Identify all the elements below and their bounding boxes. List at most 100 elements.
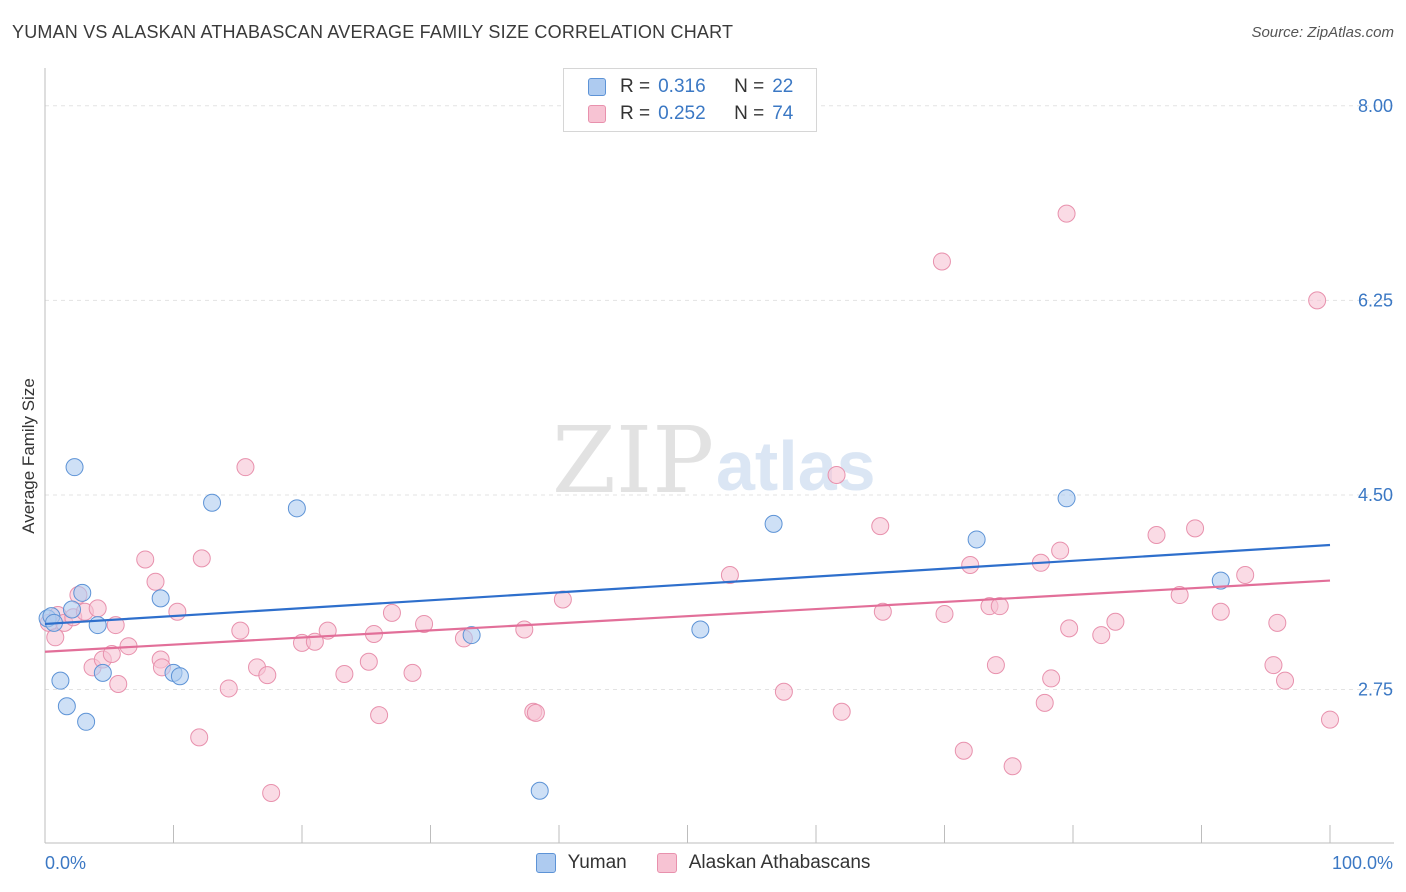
alaskan-point [258,666,277,685]
grid-lines [45,105,1394,691]
alaskan-point [192,549,211,568]
watermark: ZIP atlas [552,407,876,514]
legend-label-yuman: Yuman [567,852,627,873]
yuman-swatch [535,853,556,873]
series-alaskan-points [39,204,1339,802]
alaskan-point [262,783,281,802]
y-tick-label: 4.50 [1358,485,1393,505]
axes [44,68,1394,844]
alaskan-point [1147,525,1166,544]
yuman-point [203,493,222,512]
alaskan-point [720,566,739,585]
alaskan-point [1276,671,1295,690]
alaskan-point [1035,693,1054,712]
legend-item-yuman: Yuman [535,852,627,874]
alaskan-point [1321,710,1339,729]
alaskan-swatch [656,853,677,873]
alaskan-point [954,741,973,760]
source-credit: Source: ZipAtlas.com [1251,24,1394,41]
yuman-point [51,671,70,690]
legend-label-alaskan: Alaskan Athabascans [688,852,871,873]
yuman-point [77,712,96,731]
y-tick-label: 8.00 [1358,96,1393,116]
alaskan-point [219,679,238,698]
series-legend: Yuman Alaskan Athabascans [0,852,1406,874]
alaskan-point [827,465,846,484]
alaskan-point [146,572,165,591]
alaskan-point [403,663,422,682]
alaskan-point [231,621,250,640]
tick-labels: 2.75 4.50 6.25 8.00 0.0% 100.0% [45,96,1393,873]
alaskan-point [1051,541,1070,560]
alaskan-point [102,644,121,663]
alaskan-point [932,252,951,271]
yuman-point [62,600,81,619]
alaskan-point [1264,656,1283,675]
watermark-atlas: atlas [716,427,876,505]
alaskan-point [415,614,434,633]
yuman-point [967,530,986,549]
alaskan-point [832,702,851,721]
alaskan-point [986,656,1005,675]
alaskan-point [1092,626,1111,645]
alaskan-point [1106,612,1125,631]
alaskan-point [236,458,255,477]
alaskan-point [990,597,1009,616]
yuman-swatch [588,78,606,96]
yuman-point [287,499,306,518]
r-label: R = [620,103,651,124]
alaskan-point [961,556,980,575]
alaskan-point [1268,613,1287,632]
alaskan-point [871,517,890,536]
n-value: 22 [772,76,794,97]
yuman-point [530,781,549,800]
legend-row-yuman: R = 0.316 N = 22 [588,74,793,100]
alaskan-point [88,599,107,618]
yuman-point [88,616,107,635]
alaskan-swatch [588,105,606,123]
yuman-point [170,667,189,686]
alaskan-point [515,620,534,639]
alaskan-point [1186,519,1205,538]
alaskan-point [774,682,793,701]
x-tick-label: 100.0% [1332,853,1393,873]
alaskan-point [1057,204,1076,223]
alaskan-point [168,602,187,621]
alaskan-trend-line [44,579,1331,653]
alaskan-point [1003,757,1022,776]
yuman-point [57,697,76,716]
yuman-point [764,514,783,533]
alaskan-point [1211,602,1230,621]
alaskan-point [1170,586,1189,605]
alaskan-point [1236,566,1255,585]
y-axis-label: Average Family Size [19,378,38,534]
alaskan-point [553,590,572,609]
alaskan-point [873,602,892,621]
alaskan-point [1042,669,1061,688]
r-value: 0.252 [658,103,706,124]
r-label: R = [620,76,651,97]
r-value: 0.316 [658,76,706,97]
legend-row-alaskan: R = 0.252 N = 74 [588,101,793,127]
alaskan-point [1308,291,1327,310]
n-label: N = [734,103,765,124]
yuman-trend-line [44,543,1331,626]
alaskan-point [190,728,209,747]
yuman-point [691,620,710,639]
alaskan-point [382,603,401,622]
n-value: 74 [772,103,794,124]
correlation-legend: R = 0.316 N = 22 R = 0.252 N = 74 [563,68,817,132]
alaskan-point [935,604,954,623]
n-label: N = [734,76,765,97]
alaskan-point [526,703,545,722]
trend-lines [44,543,1331,653]
legend-item-alaskan: Alaskan Athabascans [656,852,871,874]
alaskan-point [335,664,354,683]
yuman-point [93,663,112,682]
alaskan-point [109,674,128,693]
alaskan-point [370,706,389,725]
alaskan-point [1060,619,1079,638]
yuman-point [1057,489,1076,508]
yuman-point [1211,571,1230,590]
watermark-zip: ZIP [552,407,714,514]
